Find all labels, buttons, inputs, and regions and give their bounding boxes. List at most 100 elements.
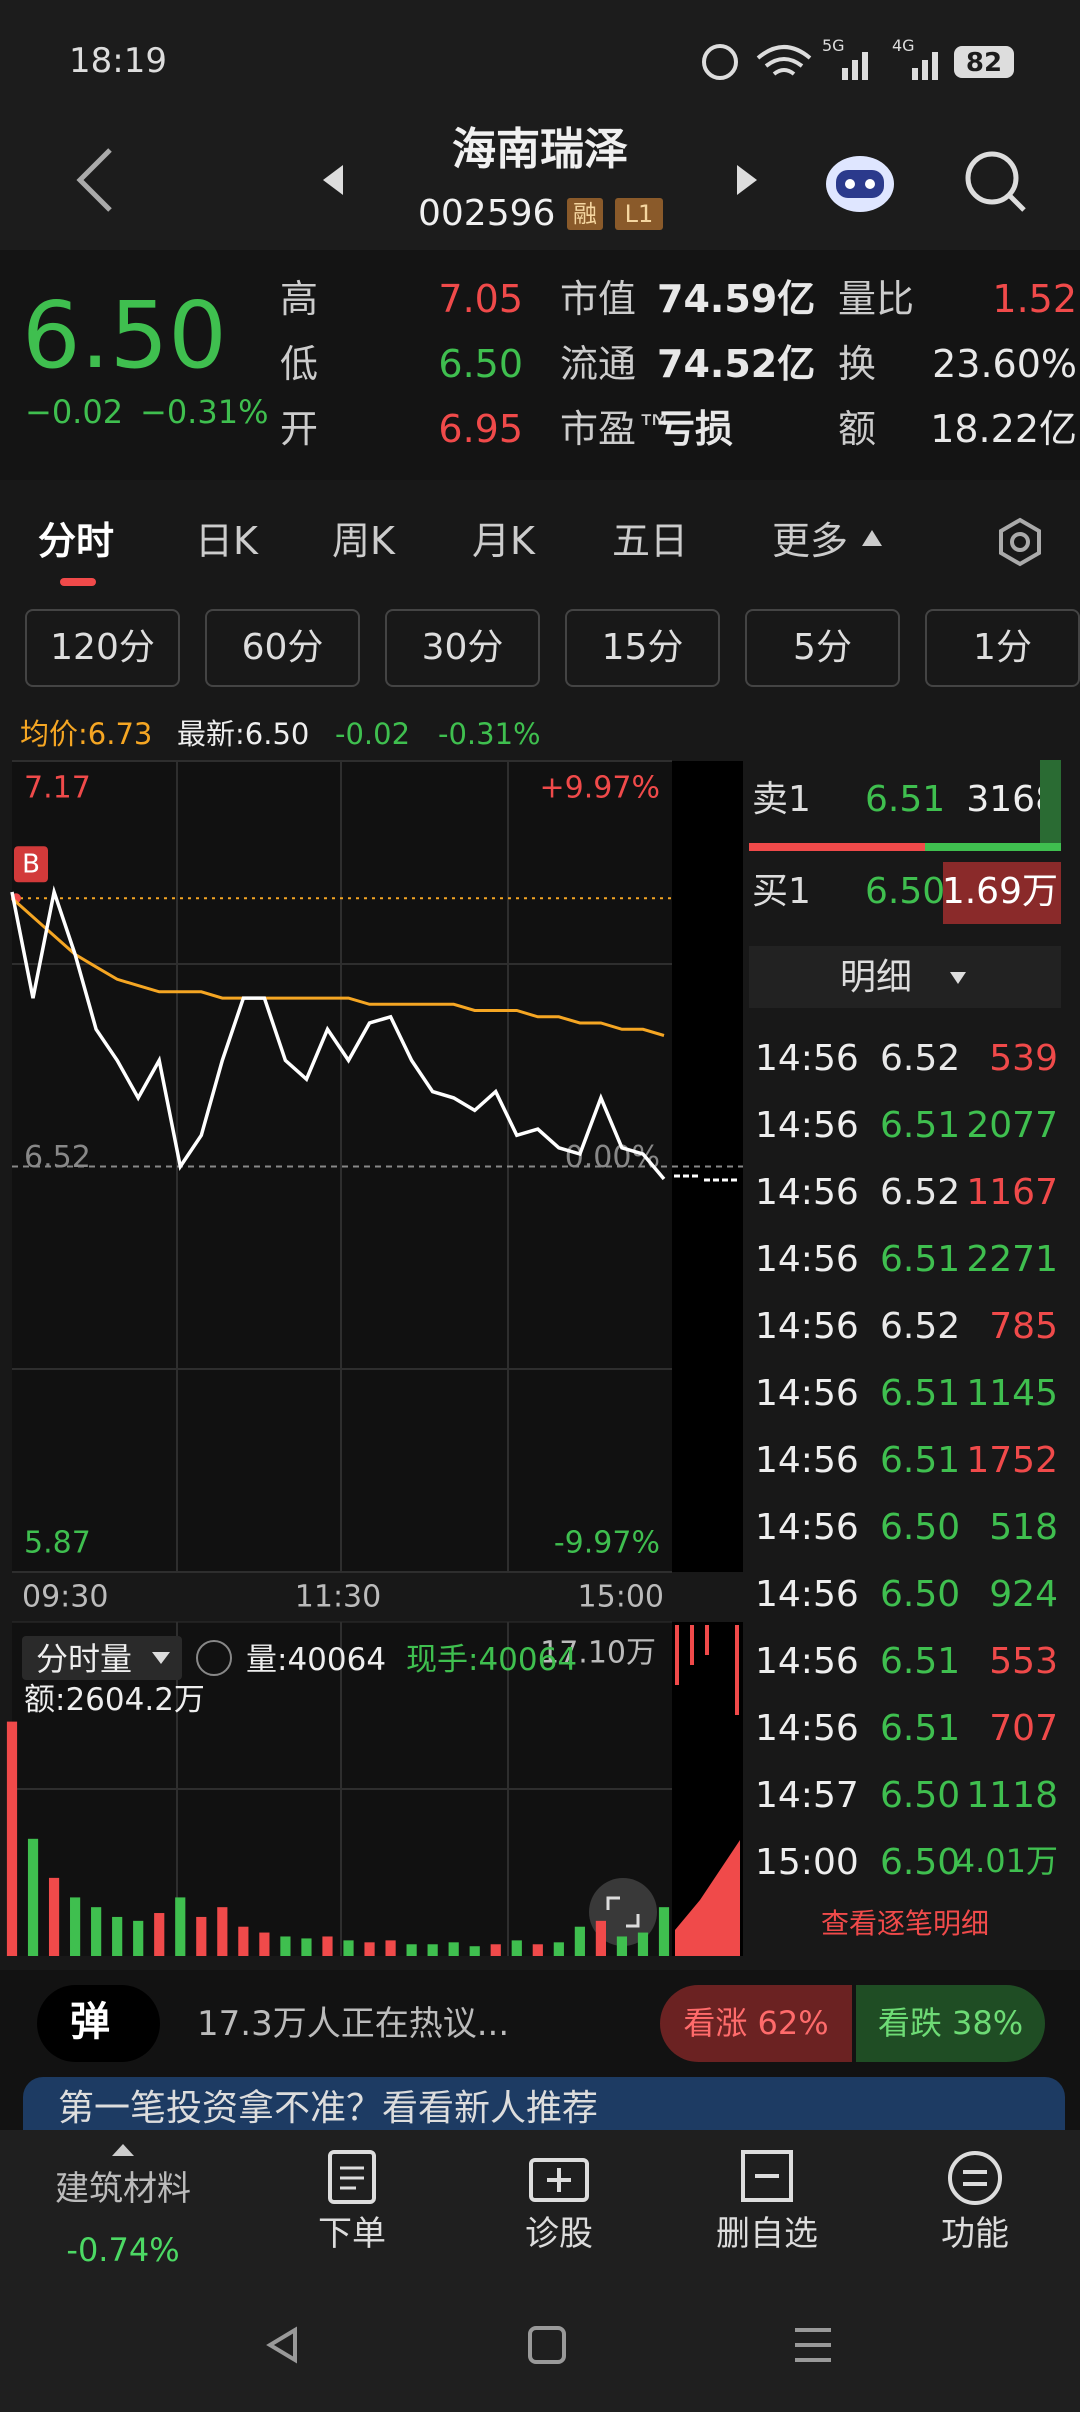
net-2: 4G: [892, 36, 915, 55]
volume-bar: [637, 1932, 649, 1956]
vol-amount: 额:2604.2万: [24, 1682, 205, 1718]
volume-bar: [48, 1877, 60, 1956]
battery: [954, 46, 1014, 78]
prev-icon: [323, 165, 343, 195]
settings[interactable]: [994, 516, 1046, 568]
stat-value: 74.52亿: [657, 342, 816, 386]
nav-item[interactable]: 诊股: [525, 2214, 593, 2254]
period-button[interactable]: 15分: [565, 609, 720, 687]
stock-code: 002596: [418, 193, 556, 234]
volume-bar: [385, 1940, 396, 1956]
trade-time: 14:56: [755, 1507, 859, 1548]
nav-item[interactable]: 删自选: [716, 2214, 818, 2254]
prev-stock[interactable]: [318, 160, 348, 200]
buy-price: 6.50: [865, 871, 946, 912]
search-handle: [1008, 194, 1026, 212]
back-icon: [76, 148, 112, 212]
more-arrow: [862, 530, 882, 546]
period-button[interactable]: 1分: [925, 609, 1080, 687]
trade-price: 6.52: [880, 1172, 961, 1213]
ratio-red: [749, 843, 925, 851]
nav-item[interactable]: 功能: [941, 2214, 1009, 2254]
quote-bg: [0, 250, 1080, 480]
after-hours-vol: [675, 1625, 740, 1956]
stat-label: 低: [280, 342, 319, 386]
volume-bar: [301, 1938, 312, 1956]
trade-time: 14:56: [755, 1038, 859, 1079]
volume-bar: [343, 1940, 354, 1956]
home-nav[interactable]: [528, 2326, 566, 2364]
volume-bar: [364, 1942, 375, 1956]
x-tick-label: 11:30: [295, 1580, 381, 1615]
ah-bar: [705, 1625, 709, 1655]
volume-bar: [70, 1897, 81, 1956]
ah-bar: [735, 1625, 739, 1715]
nav-item[interactable]: 下单: [318, 2214, 386, 2254]
stat-label: 换: [838, 342, 877, 386]
nav-icons: [112, 2144, 1002, 2364]
tab[interactable]: 周K: [332, 519, 395, 563]
function-lines: [963, 2170, 987, 2186]
trade-price: 6.50: [880, 1574, 961, 1615]
stat-value: 6.95: [438, 407, 523, 451]
trade-vol: 553: [989, 1641, 1058, 1682]
volume-bar: [532, 1944, 543, 1956]
period-button[interactable]: 60分: [205, 609, 360, 687]
buy-label: B: [22, 850, 40, 880]
volume-bar: [616, 1936, 628, 1956]
info-change: -0.02: [335, 717, 411, 751]
assistant[interactable]: [820, 140, 900, 220]
tab[interactable]: 月K: [472, 519, 535, 563]
trade-price: 6.51: [880, 1641, 961, 1682]
trade-time: 14:56: [755, 1239, 859, 1280]
danmu-toggle[interactable]: [37, 1985, 160, 2062]
x-tick-label: 15:00: [578, 1580, 664, 1615]
badge: 融: [567, 198, 603, 230]
trade-time: 14:57: [755, 1775, 859, 1816]
trade-price: 6.51: [880, 1373, 961, 1414]
bull-pill[interactable]: 看涨 62%: [660, 1985, 852, 2062]
stat-label: 高: [280, 277, 319, 321]
volume-bar: [553, 1942, 564, 1956]
stat-value: 6.50: [438, 342, 523, 386]
ratio-green: [925, 843, 1061, 851]
search-icon: [965, 151, 1019, 205]
detail-header[interactable]: [749, 946, 1061, 1008]
stat-label: 额: [838, 407, 877, 451]
volume-bar: [112, 1916, 123, 1956]
ah-bar: [675, 1625, 679, 1685]
trade-time: 15:00: [755, 1842, 859, 1883]
signal-1: [842, 52, 868, 80]
next-stock[interactable]: [732, 160, 762, 200]
volume-bar: [448, 1942, 459, 1956]
trade-price: 6.51: [880, 1239, 961, 1280]
bear-pill[interactable]: 看跌 38%: [856, 1985, 1045, 2062]
tab[interactable]: 分时: [38, 519, 115, 563]
detail-arrow: [950, 972, 966, 984]
volume-bar: [469, 1946, 480, 1956]
price-line: [10, 885, 666, 1181]
expand-button[interactable]: [589, 1878, 657, 1946]
period-button[interactable]: 5分: [745, 609, 900, 687]
stat-value: 23.60%: [932, 342, 1077, 386]
stat-value: 74.59亿: [657, 277, 816, 321]
detail-title: 明细: [840, 957, 913, 998]
search[interactable]: [962, 148, 1032, 218]
period-button[interactable]: 30分: [385, 609, 540, 687]
trade-time: 14:56: [755, 1105, 859, 1146]
tab[interactable]: 日K: [195, 519, 258, 563]
detail-more[interactable]: 查看逐笔明细: [820, 1907, 989, 1940]
stat-label: 流通: [560, 342, 637, 386]
back-nav[interactable]: [266, 2326, 297, 2364]
tab[interactable]: 更多: [772, 519, 849, 563]
pct-label: -9.97%: [554, 1526, 660, 1561]
tab[interactable]: 五日: [612, 519, 689, 563]
trade-time: 14:56: [755, 1641, 859, 1682]
period-button[interactable]: 120分: [25, 609, 180, 687]
volume-bar: [154, 1913, 165, 1956]
menu-nav[interactable]: [795, 2328, 831, 2362]
back-button[interactable]: [70, 145, 120, 215]
trade-vol: 785: [989, 1306, 1058, 1347]
sector-name[interactable]: 建筑材料: [55, 2169, 191, 2209]
expand-arrow: [112, 2144, 134, 2156]
